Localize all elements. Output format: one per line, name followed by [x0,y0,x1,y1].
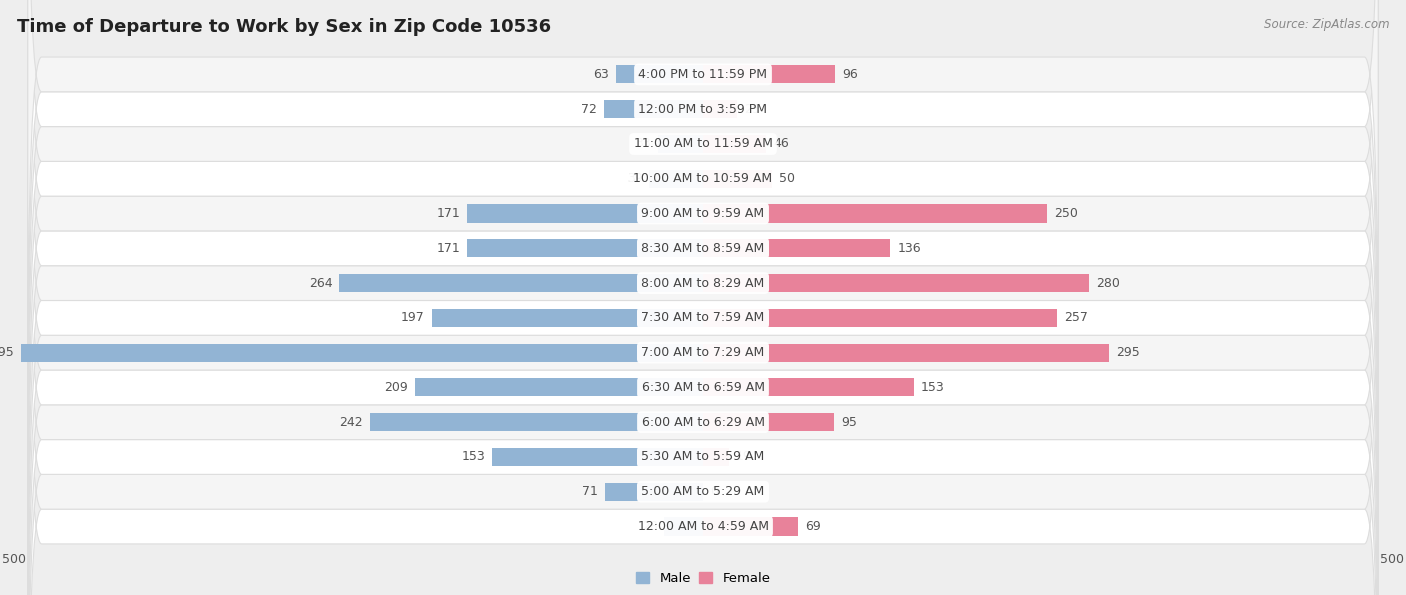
Text: 33: 33 [636,137,651,151]
Text: 11:00 AM to 11:59 AM: 11:00 AM to 11:59 AM [634,137,772,151]
FancyBboxPatch shape [28,0,1378,440]
Bar [339,274,703,292]
Text: 7:00 AM to 7:29 AM: 7:00 AM to 7:29 AM [641,346,765,359]
Bar [703,100,738,118]
Bar [370,413,703,431]
Text: 5:00 AM to 5:29 AM: 5:00 AM to 5:29 AM [641,486,765,498]
Bar [703,518,799,536]
FancyBboxPatch shape [28,0,1378,595]
Text: 63: 63 [593,68,609,81]
Text: 257: 257 [1064,311,1088,324]
FancyBboxPatch shape [28,196,1378,595]
Bar [467,239,703,258]
Bar [703,170,772,188]
FancyBboxPatch shape [28,22,1378,595]
Text: 8:00 AM to 8:29 AM: 8:00 AM to 8:29 AM [641,277,765,290]
Text: 69: 69 [806,520,821,533]
Text: 171: 171 [437,242,461,255]
Text: 39: 39 [627,172,643,185]
Text: 6:00 AM to 6:29 AM: 6:00 AM to 6:29 AM [641,416,765,429]
Bar [703,343,1109,362]
Text: 96: 96 [842,68,858,81]
Text: 209: 209 [384,381,408,394]
FancyBboxPatch shape [28,0,1378,544]
Bar [467,205,703,223]
Text: 4:00 PM to 11:59 PM: 4:00 PM to 11:59 PM [638,68,768,81]
Text: 0: 0 [710,486,718,498]
Text: 71: 71 [582,486,599,498]
Bar [650,170,703,188]
Text: Source: ZipAtlas.com: Source: ZipAtlas.com [1264,18,1389,31]
Bar [703,309,1057,327]
Text: 46: 46 [773,137,789,151]
Bar [492,448,703,466]
Bar [703,239,890,258]
Text: 242: 242 [339,416,363,429]
Bar [703,135,766,153]
FancyBboxPatch shape [28,0,1378,595]
Text: 28: 28 [641,520,658,533]
Text: 5:30 AM to 5:59 AM: 5:30 AM to 5:59 AM [641,450,765,464]
FancyBboxPatch shape [28,57,1378,595]
FancyBboxPatch shape [28,92,1378,595]
Bar [665,518,703,536]
Text: 95: 95 [841,416,856,429]
FancyBboxPatch shape [28,127,1378,595]
Legend: Male, Female: Male, Female [630,566,776,590]
Bar [603,100,703,118]
Bar [703,378,914,396]
Bar [703,448,730,466]
Text: 6:30 AM to 6:59 AM: 6:30 AM to 6:59 AM [641,381,765,394]
Text: Time of Departure to Work by Sex in Zip Code 10536: Time of Departure to Work by Sex in Zip … [17,18,551,36]
Bar [703,413,834,431]
FancyBboxPatch shape [28,0,1378,579]
FancyBboxPatch shape [28,161,1378,595]
Bar [432,309,703,327]
Bar [605,483,703,501]
Text: 7:30 AM to 7:59 AM: 7:30 AM to 7:59 AM [641,311,765,324]
Text: 9:00 AM to 9:59 AM: 9:00 AM to 9:59 AM [641,207,765,220]
Text: 171: 171 [437,207,461,220]
Text: 50: 50 [779,172,794,185]
Text: 72: 72 [581,103,598,115]
Text: 8:30 AM to 8:59 AM: 8:30 AM to 8:59 AM [641,242,765,255]
Text: 197: 197 [401,311,425,324]
Bar [703,65,835,83]
Text: 153: 153 [461,450,485,464]
Bar [21,343,703,362]
FancyBboxPatch shape [28,0,1378,509]
Text: 153: 153 [921,381,945,394]
FancyBboxPatch shape [28,0,1378,474]
Text: 10:00 AM to 10:59 AM: 10:00 AM to 10:59 AM [634,172,772,185]
Text: 250: 250 [1054,207,1078,220]
Text: 136: 136 [897,242,921,255]
Text: 495: 495 [0,346,14,359]
Text: 25: 25 [744,103,761,115]
Text: 280: 280 [1095,277,1119,290]
Bar [616,65,703,83]
Bar [703,205,1047,223]
Text: 264: 264 [309,277,332,290]
Bar [703,274,1088,292]
Text: 12:00 PM to 3:59 PM: 12:00 PM to 3:59 PM [638,103,768,115]
Text: 12:00 AM to 4:59 AM: 12:00 AM to 4:59 AM [637,520,769,533]
FancyBboxPatch shape [28,0,1378,405]
Text: 19: 19 [737,450,752,464]
Bar [658,135,703,153]
Text: 295: 295 [1116,346,1140,359]
Bar [415,378,703,396]
